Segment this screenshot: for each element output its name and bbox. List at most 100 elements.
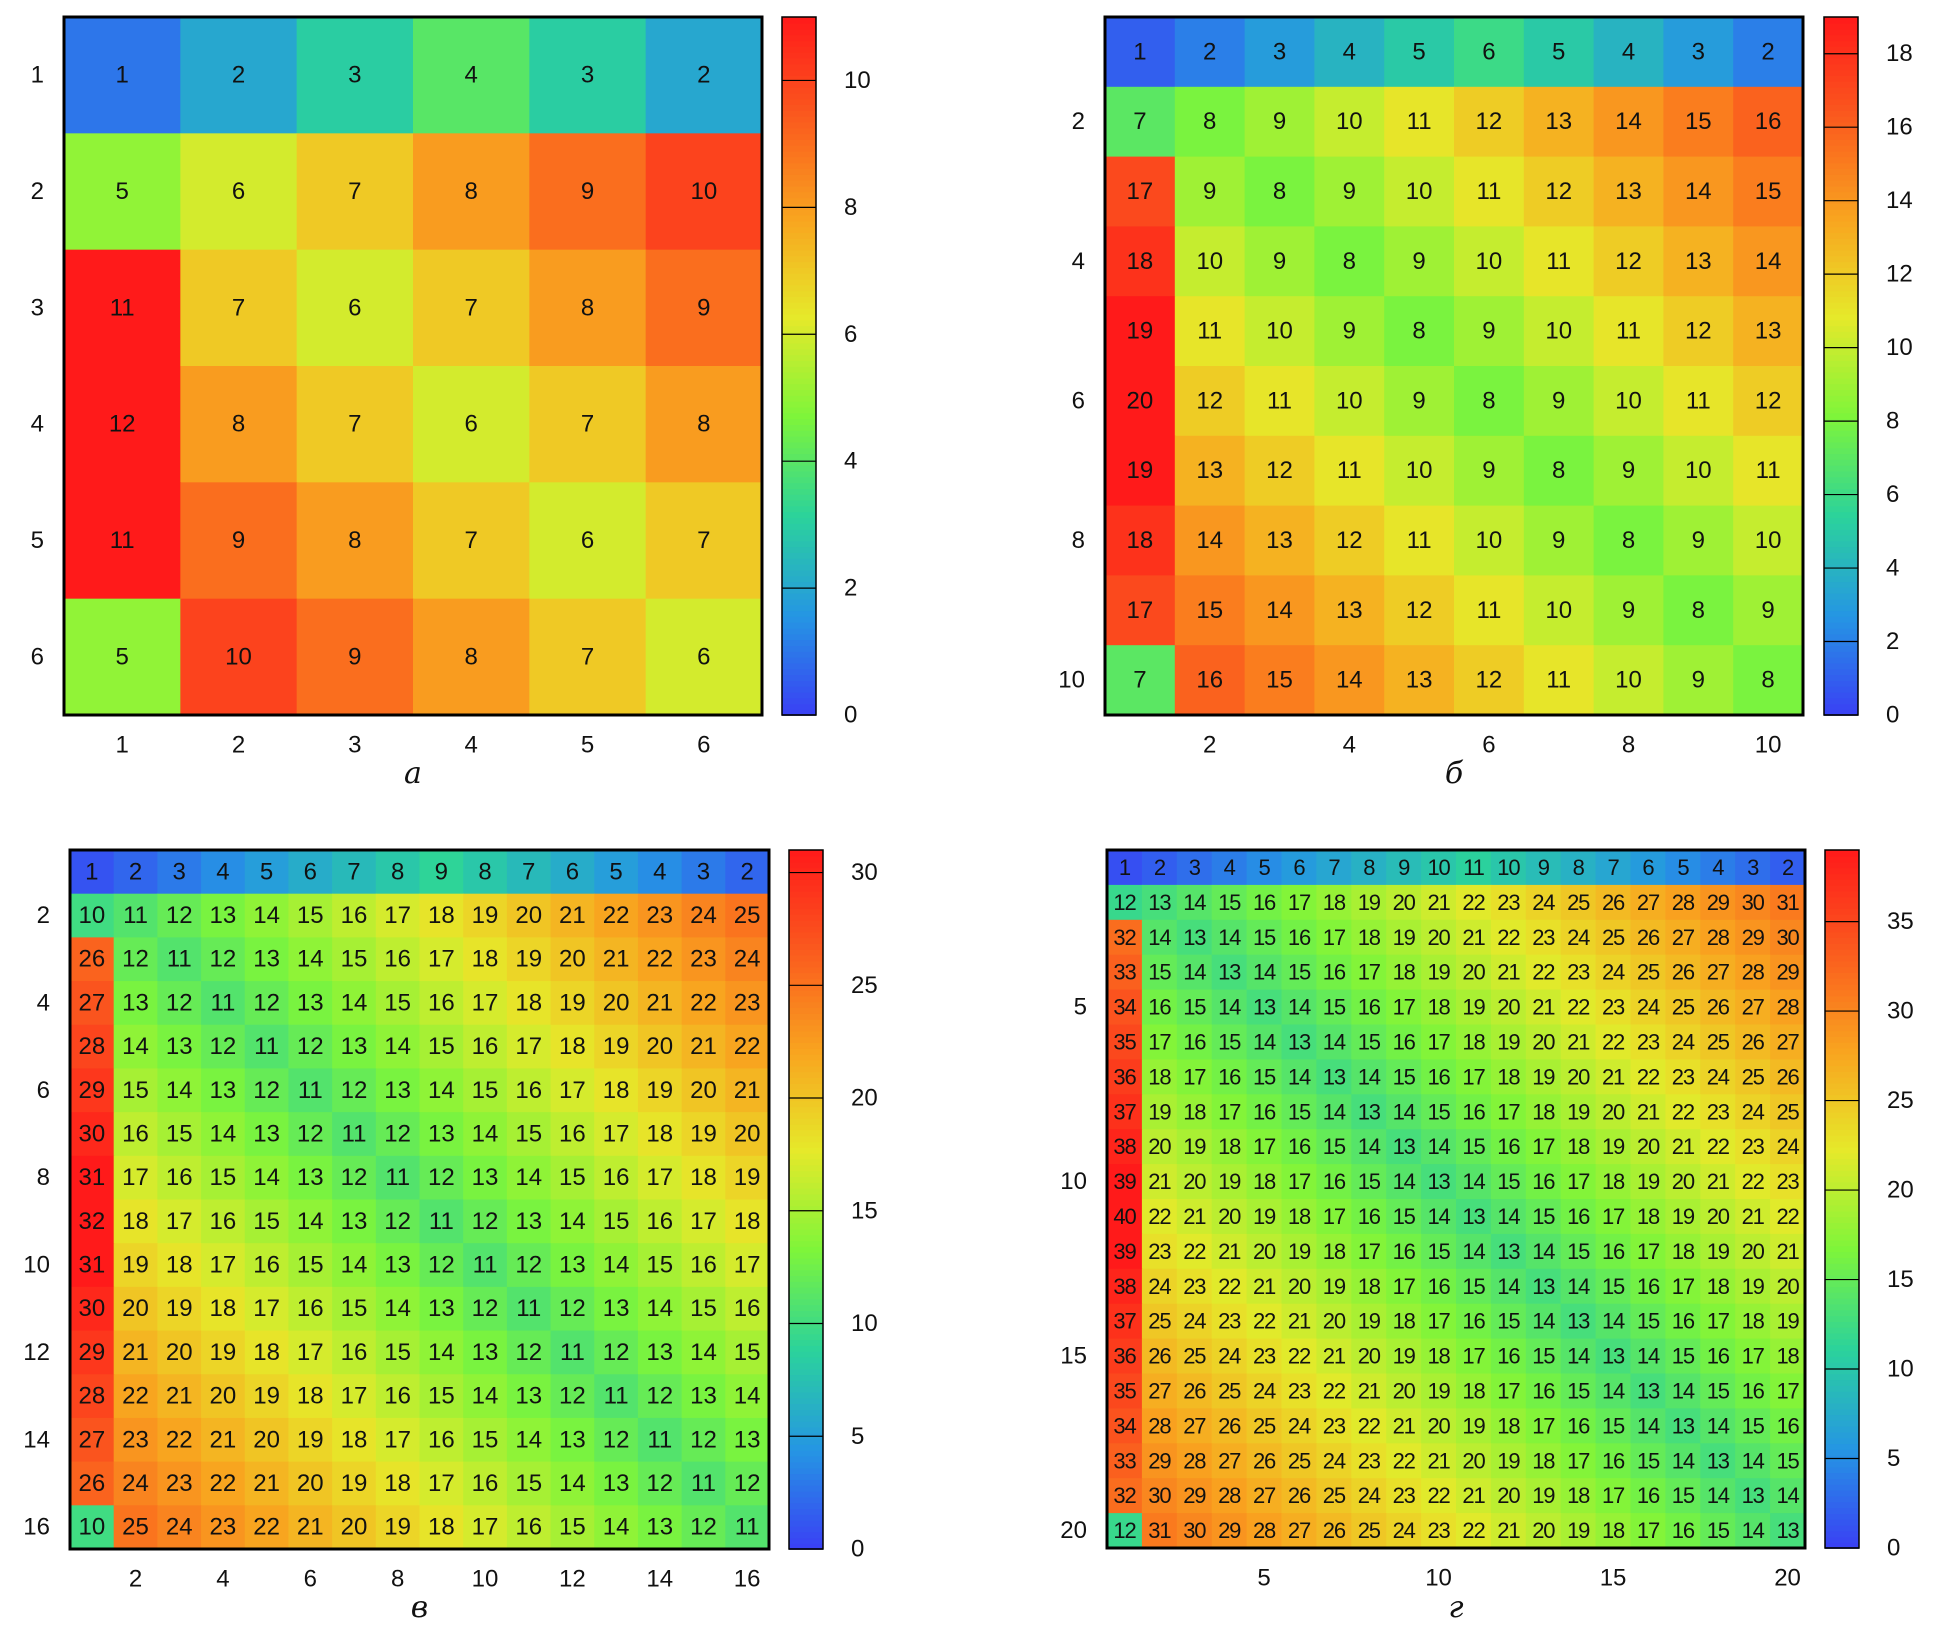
cell-value-label: 15 [341,946,368,973]
heatmap-cell [550,1417,595,1463]
heatmap-cell [1246,1199,1283,1235]
heatmap-cell [157,1505,202,1550]
heatmap-cell [332,1155,377,1201]
colorbar-segment [782,144,816,152]
colorbar-segment [1824,633,1858,641]
cell-value-label: 24 [1602,960,1625,985]
cell-value-label: 15 [472,1426,499,1453]
cell-value-label: 25 [1288,1448,1311,1473]
heatmap-cell [244,893,290,938]
cell-value-label: 16 [1218,1064,1241,1089]
colorbar-segment [1825,1117,1859,1125]
cell-value-label: 19 [253,1383,280,1410]
cell-value-label: 9 [697,294,710,321]
colorbar-segment [782,17,816,24]
heatmap-cell [637,1199,683,1244]
heatmap-cell [1421,919,1457,956]
cell-value-label: 5 [1552,38,1565,65]
cell-value-label: 19 [1218,1169,1241,1194]
cell-value-label: 12 [559,1383,586,1410]
colorbar-segment [789,1083,823,1090]
heatmap-cell [1141,1233,1178,1270]
heatmap-cell [1525,1199,1562,1235]
cell-value-label: 8 [1622,527,1635,554]
colorbar-segment [789,1042,823,1049]
heatmap-cell [70,1024,115,1070]
heatmap-cell [375,981,421,1026]
cell-value-label: 12 [210,946,237,973]
cell-value-label: 16 [1672,1518,1695,1543]
heatmap-cell [550,1024,595,1070]
cell-value-label: 12 [297,1033,324,1060]
cell-value-label: 5 [609,858,622,885]
cell-value-label: 2 [232,62,245,89]
cell-value-label: 6 [566,858,579,885]
cell-value-label: 16 [646,1208,673,1235]
cell-value-label: 16 [1497,1344,1520,1369]
y-tick-label: 15 [1060,1343,1087,1370]
heatmap-cell [463,1112,508,1157]
cell-value-label: 17 [472,1514,499,1541]
cell-value-label: 14 [297,946,324,973]
cell-value-label: 13 [1336,597,1363,624]
heatmap-cell [70,1505,115,1550]
heatmap-cell [70,1112,115,1157]
heatmap-cell [1770,1129,1806,1165]
heatmap-cell [1314,575,1385,646]
heatmap-cell [1316,1338,1352,1375]
cell-value-label: 32 [78,1208,105,1235]
cell-value-label: 21 [1637,1099,1660,1124]
heatmap-cell [594,981,639,1026]
heatmap-cell [1386,1443,1422,1479]
heatmap-cell [1770,1024,1806,1060]
cell-value-label: 23 [690,946,717,973]
heatmap-cell [1211,1268,1248,1305]
cell-value-label: 18 [1218,1134,1241,1159]
colorbar-segment [1825,919,1859,927]
heatmap-cell [180,17,298,134]
colorbar-segment [1824,668,1858,676]
cell-value-label: 16 [1288,1134,1311,1159]
cell-value-label: 9 [1622,457,1635,484]
heatmap-cell [70,1286,115,1332]
cell-value-label: 13 [1615,178,1642,205]
heatmap-cell [201,1068,246,1113]
heatmap-cell [1735,1303,1771,1340]
cell-value-label: 15 [1462,1274,1485,1299]
cell-value-label: 16 [297,1295,324,1322]
heatmap-cell [550,1505,595,1550]
cell-value-label: 19 [1637,1169,1660,1194]
cell-value-label: 19 [1742,1274,1765,1299]
heatmap-cell [1107,1338,1143,1375]
heatmap-cell [1211,1129,1248,1165]
cell-value-label: 13 [1777,1518,1800,1543]
colorbar-segment [782,371,816,379]
cell-value-label: 7 [1133,667,1146,694]
heatmap-cell [463,1374,508,1419]
cell-value-label: 40 [1113,1204,1136,1229]
colorbar-segment [1825,1018,1859,1026]
cell-value-label: 28 [1742,960,1765,985]
heatmap-cell [1176,1164,1213,1200]
colorbar-segment [1824,517,1858,524]
colorbar-segment [1825,1309,1859,1317]
cell-value-label: 20 [1428,925,1451,950]
cell-value-label: 10 [1685,457,1712,484]
heatmap-cell [1246,919,1283,956]
colorbar-tick-label: 0 [1886,702,1899,729]
heatmap-cell [1630,1094,1666,1130]
cell-value-label: 3 [1189,855,1201,880]
cell-value-label: 8 [581,294,594,321]
heatmap-cell [201,850,246,895]
heatmap-cell [1735,1024,1771,1060]
colorbar-segment [1824,226,1858,234]
cell-value-label: 23 [1428,1518,1451,1543]
heatmap-cell [1456,1443,1492,1479]
heatmap-cell [1211,1373,1248,1409]
heatmap-cell [725,850,770,895]
cell-value-label: 14 [122,1033,149,1060]
cell-value-label: 19 [1428,1378,1451,1403]
colorbar-segment [1825,1326,1859,1334]
cell-value-label: 15 [1567,1239,1590,1264]
cell-value-label: 21 [1323,1344,1346,1369]
